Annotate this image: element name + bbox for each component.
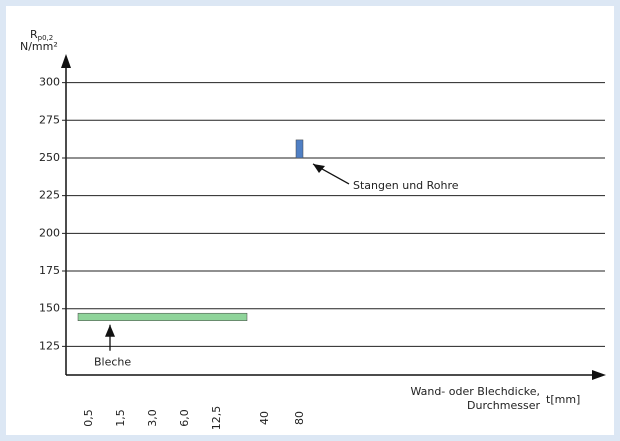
arrow-head (105, 324, 115, 337)
y-axis-label: Rp0,2 (30, 28, 53, 42)
y-tick-label: 150 (39, 302, 60, 315)
y-label-sub: p0,2 (38, 34, 54, 42)
y-tick-label: 200 (39, 226, 60, 239)
x-tick-label: 3,0 (146, 409, 159, 427)
plot-panel (6, 6, 614, 435)
y-tick-label: 125 (39, 339, 60, 352)
y-label-main: R (30, 28, 38, 41)
x-tick-label: 40 (258, 411, 271, 425)
y-tick-label: 275 (39, 113, 60, 126)
y-tick-label: 175 (39, 264, 60, 277)
y-tick-label: 250 (39, 151, 60, 164)
x-label-1: Wand- oder Blechdicke, (410, 385, 540, 398)
x-label-2: Durchmesser (467, 399, 540, 412)
range-bar (77, 312, 248, 321)
y-arrow (61, 54, 71, 68)
x-tick-label: 1,5 (114, 409, 127, 427)
x-tick-label: 6,0 (178, 409, 191, 427)
annotation: Bleche (94, 356, 131, 369)
x-unit: t[mm] (546, 393, 580, 406)
y-unit: N/mm² (20, 40, 58, 53)
annotation: Stangen und Rohre (353, 179, 459, 192)
y-tick-label: 300 (39, 76, 60, 89)
arrow-head (313, 163, 325, 173)
range-bar (295, 139, 304, 159)
x-tick-label: 12,5 (210, 406, 223, 431)
x-tick-label: 0,5 (82, 409, 95, 427)
x-arrow (592, 370, 606, 380)
y-tick-label: 225 (39, 189, 60, 202)
x-tick-label: 80 (293, 411, 306, 425)
